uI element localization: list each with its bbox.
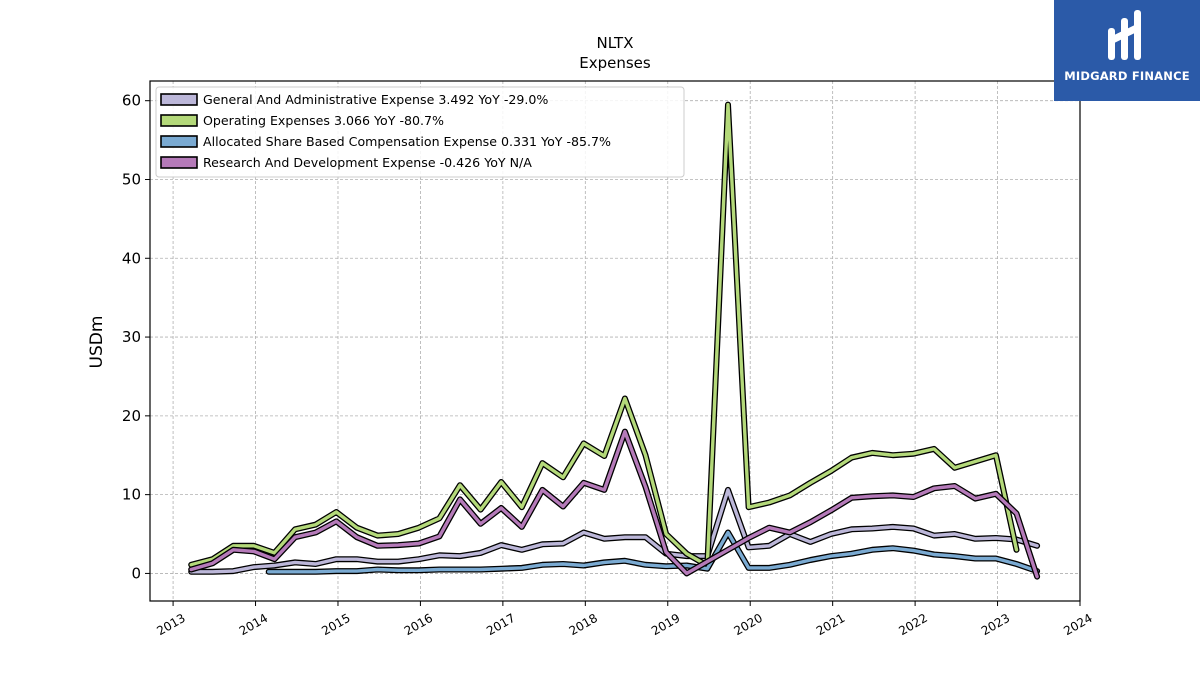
legend-box — [155, 86, 685, 178]
y-tick-label: 30 — [122, 328, 141, 346]
series-1 — [188, 101, 1020, 569]
legend-label: Allocated Share Based Compensation Expen… — [203, 134, 611, 149]
plot-frame — [149, 80, 1081, 602]
x-tick-label: 2015 — [319, 611, 352, 638]
series-2 — [265, 529, 1041, 575]
y-axis-label: USDm — [87, 316, 107, 369]
midgard-logo-icon — [1108, 10, 1141, 60]
chart-title: NLTX — [597, 34, 634, 52]
series-line — [189, 102, 1019, 568]
grid — [150, 81, 1081, 601]
legend-swatch — [160, 156, 198, 169]
x-tick-label: 2019 — [649, 611, 682, 638]
x-tick-label: 2014 — [237, 611, 270, 638]
x-tick-label: 2020 — [731, 611, 764, 638]
y-tick-label: 40 — [122, 249, 141, 267]
series-0 — [188, 486, 1041, 575]
x-tick-label: 2018 — [567, 611, 600, 638]
x-tick-label: 2013 — [154, 611, 187, 638]
legend-label: Research And Development Expense -0.426 … — [203, 155, 532, 170]
x-tick-label: 2024 — [1061, 611, 1094, 638]
x-tick-label: 2017 — [484, 611, 517, 638]
legend-swatch — [160, 114, 198, 127]
legend-swatch — [160, 93, 198, 106]
chart-subtitle: Expenses — [579, 54, 651, 72]
series-3 — [188, 428, 1041, 580]
brand-logo: MIDGARD FINANCE — [1054, 0, 1200, 101]
y-tick-label: 0 — [131, 564, 141, 582]
legend: General And Administrative Expense 3.492… — [155, 86, 685, 178]
x-tick-label: 2016 — [402, 611, 435, 638]
y-tick-label: 60 — [122, 92, 141, 110]
y-tick-label: 10 — [122, 486, 141, 504]
series-line — [267, 530, 1039, 574]
y-tick-label: 20 — [122, 407, 141, 425]
y-tick-label: 50 — [122, 170, 141, 188]
x-tick-label: 2023 — [979, 611, 1012, 638]
legend-label: General And Administrative Expense 3.492… — [203, 92, 548, 107]
legend-label: Operating Expenses 3.066 YoY -80.7% — [203, 113, 444, 128]
series-layer — [188, 101, 1041, 580]
brand-name: MIDGARD FINANCE — [1064, 69, 1190, 83]
x-tick-label: 2022 — [896, 611, 929, 638]
series-line — [189, 488, 1039, 574]
x-tick-label: 2021 — [814, 611, 847, 638]
series-line — [189, 429, 1039, 579]
legend-swatch — [160, 135, 198, 148]
